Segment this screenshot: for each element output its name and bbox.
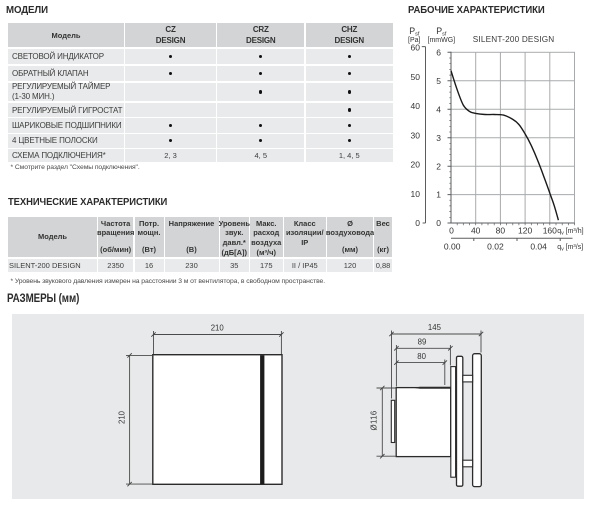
svg-text:210: 210 — [117, 410, 126, 424]
svg-text:2: 2 — [436, 161, 441, 171]
svg-text:[Pa]: [Pa] — [408, 37, 421, 44]
svg-text:0.02: 0.02 — [487, 242, 504, 252]
svg-text:145: 145 — [428, 323, 442, 332]
svg-text:0: 0 — [415, 218, 420, 228]
svg-text:SILENT-200 DESIGN: SILENT-200 DESIGN — [473, 35, 555, 44]
svg-text:0.04: 0.04 — [530, 242, 547, 252]
svg-text:0.00: 0.00 — [444, 242, 461, 252]
svg-text:4: 4 — [436, 104, 441, 114]
svg-text:5: 5 — [436, 76, 441, 86]
svg-text:160: 160 — [543, 226, 557, 236]
svg-text:10: 10 — [411, 189, 421, 199]
svg-text:Ø116: Ø116 — [369, 410, 378, 430]
svg-text:6: 6 — [436, 47, 441, 57]
svg-text:80: 80 — [496, 226, 506, 236]
svg-text:210: 210 — [211, 323, 225, 332]
svg-text:20: 20 — [411, 160, 421, 170]
svg-text:0: 0 — [436, 218, 441, 228]
svg-text:60: 60 — [411, 43, 421, 53]
svg-text:40: 40 — [411, 101, 421, 111]
svg-text:0: 0 — [449, 226, 454, 236]
svg-text:30: 30 — [411, 130, 421, 140]
svg-text:Psf: Psf — [436, 26, 447, 38]
svg-text:40: 40 — [471, 226, 481, 236]
svg-text:qv [m³/s]: qv [m³/s] — [557, 244, 583, 253]
svg-text:3: 3 — [436, 133, 441, 143]
svg-text:Psf: Psf — [409, 26, 420, 38]
svg-text:50: 50 — [411, 72, 421, 82]
svg-text:qv [m³/h]: qv [m³/h] — [557, 228, 583, 237]
svg-text:1: 1 — [436, 190, 441, 200]
svg-text:80: 80 — [417, 351, 426, 360]
svg-text:[mmWG]: [mmWG] — [428, 37, 456, 44]
svg-text:89: 89 — [418, 337, 427, 346]
svg-text:120: 120 — [518, 226, 532, 236]
